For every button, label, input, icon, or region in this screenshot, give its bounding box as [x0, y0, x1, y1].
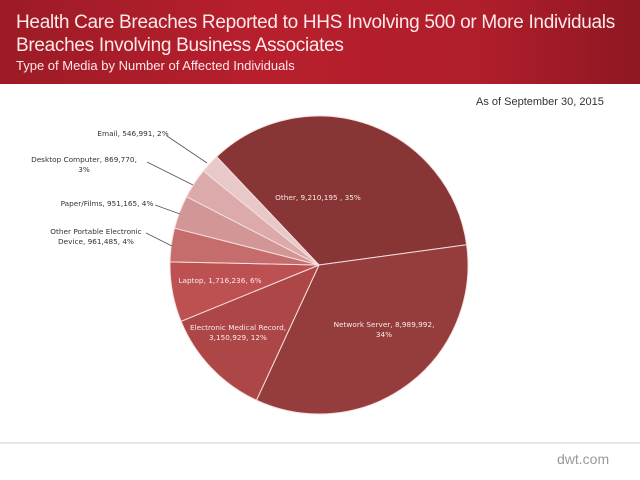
footer-divider	[0, 442, 640, 444]
leader-line	[166, 135, 208, 164]
footer-brand: dwt.com	[557, 451, 610, 467]
data-label: Electronic Medical Record, 3,150,929, 12%	[190, 323, 286, 342]
pie-slice-network-server	[255, 244, 469, 415]
chart-title-line2: Breaches Involving Business Associates	[16, 35, 344, 56]
data-label: Laptop, 1,716,236, 6%	[178, 276, 261, 285]
data-label: Paper/Films, 951,165, 4%	[61, 199, 154, 208]
leader-line	[146, 161, 194, 186]
data-label: Desktop Computer, 869,770, 3%	[31, 155, 137, 174]
chart-subtitle: Type of Media by Number of Affected Indi…	[16, 58, 295, 73]
pie-slice-electronic-medical-record	[180, 264, 320, 401]
data-label: Other Portable Electronic Device, 961,485…	[50, 227, 141, 246]
pie-slice-other	[215, 115, 468, 266]
data-label: Other, 9,210,195 , 35%	[275, 193, 361, 202]
data-label: Email, 546,991, 2%	[97, 129, 168, 138]
title-banner: Health Care Breaches Reported to HHS Inv…	[0, 0, 640, 84]
pie-slice-email	[202, 156, 320, 266]
leader-line	[145, 232, 173, 247]
chart-title: Health Care Breaches Reported to HHS Inv…	[16, 12, 615, 33]
data-label: Network Server, 8,989,992, 34%	[334, 320, 435, 339]
as-of-date: As of September 30, 2015	[476, 96, 604, 108]
leader-line	[154, 204, 181, 215]
